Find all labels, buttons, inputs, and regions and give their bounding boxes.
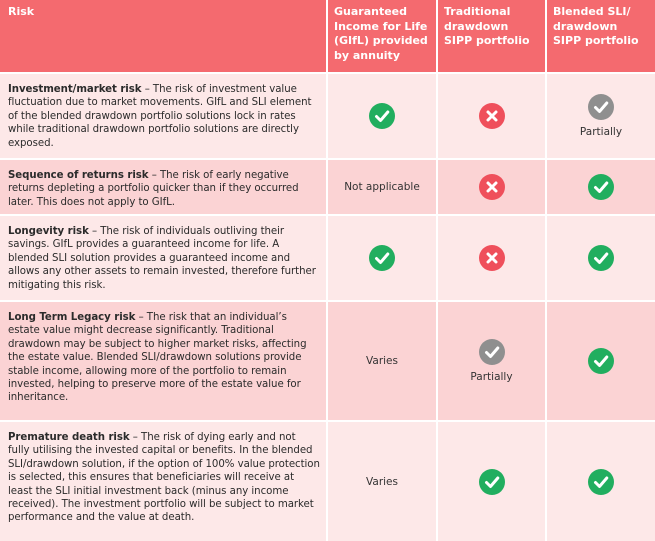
table-row: Long Term Legacy risk – The risk that an… <box>0 302 655 420</box>
cell-status <box>547 160 655 214</box>
row-description: Investment/market risk – The risk of inv… <box>0 74 326 158</box>
row-text: The risk of dying early and not fully ut… <box>8 432 320 524</box>
status-caption: Not applicable <box>344 181 420 193</box>
check-icon <box>588 174 614 200</box>
row-title: Longevity risk <box>8 226 89 237</box>
check-icon <box>588 245 614 271</box>
row-description: Long Term Legacy risk – The risk that an… <box>0 302 326 420</box>
table-row: Sequence of returns risk – The risk of e… <box>0 160 655 214</box>
row-text: The risk of investment value fluctuation… <box>8 84 312 149</box>
check-icon <box>588 348 614 374</box>
check-icon <box>588 468 614 495</box>
cell-status: Varies <box>328 302 436 420</box>
check-icon <box>369 245 395 271</box>
cell-status: Varies <box>328 422 436 541</box>
cell-status <box>547 216 655 300</box>
row-title: Long Term Legacy risk <box>8 312 136 323</box>
partial-check-icon <box>588 94 614 120</box>
header-gifl: Guaranteed Income for Life (GIfL) provid… <box>328 0 436 72</box>
cross-icon <box>478 103 505 129</box>
cell-status <box>438 216 545 300</box>
cross-icon <box>478 245 505 271</box>
cell-status <box>547 302 655 420</box>
cell-status <box>547 422 655 541</box>
check-icon <box>369 103 395 129</box>
cell-status <box>438 74 545 158</box>
header-blended-sli: Blended SLI/ drawdown SIPP portfolio <box>547 0 655 72</box>
cell-status <box>438 160 545 214</box>
status-caption: Partially <box>470 371 513 383</box>
cross-icon <box>478 174 505 200</box>
status-caption: Varies <box>366 355 398 367</box>
cell-status: Partially <box>438 302 545 420</box>
header-risk: Risk <box>0 0 326 72</box>
table-row: Premature death risk – The risk of dying… <box>0 422 655 541</box>
cell-status <box>328 74 436 158</box>
status-caption: Varies <box>366 475 398 488</box>
cell-status <box>328 216 436 300</box>
cell-status: Not applicable <box>328 160 436 214</box>
row-description: Premature death risk – The risk of dying… <box>0 422 326 541</box>
row-description: Longevity risk – The risk of individuals… <box>0 216 326 300</box>
row-text: The risk that an individual’s estate val… <box>8 312 307 404</box>
row-title: Sequence of returns risk <box>8 170 149 181</box>
cell-status <box>438 422 545 541</box>
row-title: Premature death risk <box>8 432 130 443</box>
row-title: Investment/market risk <box>8 84 142 95</box>
table-header: Risk Guaranteed Income for Life (GIfL) p… <box>0 0 655 72</box>
header-traditional-drawdown: Traditional drawdown SIPP portfolio <box>438 0 545 72</box>
row-text: The risk of individuals outliving their … <box>8 226 316 291</box>
table-row: Investment/market risk – The risk of inv… <box>0 74 655 158</box>
cell-status: Partially <box>547 74 655 158</box>
row-description: Sequence of returns risk – The risk of e… <box>0 160 326 214</box>
status-caption: Partially <box>579 126 623 138</box>
check-icon <box>478 468 505 495</box>
row-text: The risk of early negative returns deple… <box>8 170 299 208</box>
table-row: Longevity risk – The risk of individuals… <box>0 216 655 300</box>
partial-check-icon <box>478 339 505 365</box>
